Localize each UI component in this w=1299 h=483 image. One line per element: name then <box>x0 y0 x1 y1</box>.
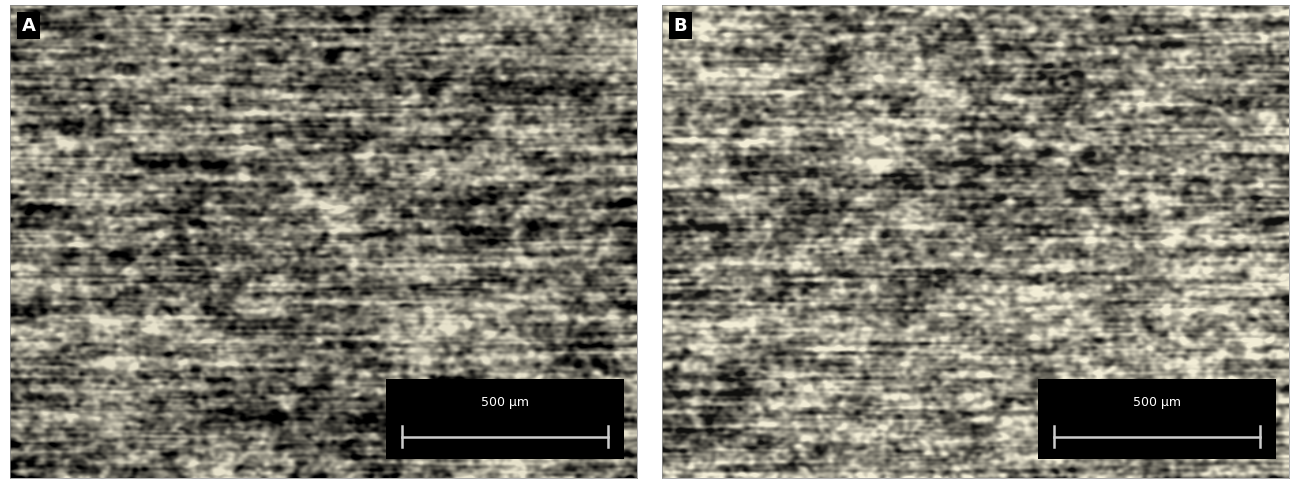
Text: 500 μm: 500 μm <box>1133 397 1181 410</box>
Bar <box>386 379 624 459</box>
Text: B: B <box>674 16 687 35</box>
Bar <box>1038 379 1276 459</box>
Text: 500 μm: 500 μm <box>481 397 529 410</box>
Text: A: A <box>22 16 35 35</box>
